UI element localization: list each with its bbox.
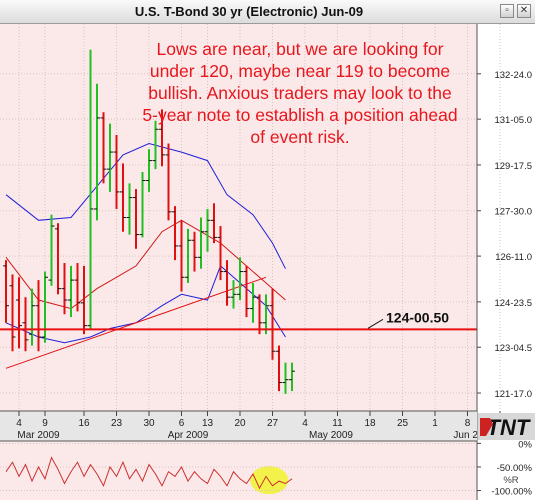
ohlc-bar (48, 214, 55, 286)
ohlc-bar (204, 208, 211, 252)
oscillator-name-label: %R (503, 475, 518, 486)
ohlc-bar (81, 265, 87, 335)
y-tick-label: 121-17.0 (494, 389, 532, 400)
x-tick-label: 25 (397, 418, 409, 429)
window-title: U.S. T-Bond 30 yr (Electronic) Jun-09 (134, 4, 364, 19)
osc-y-tick-label: -50.00% (497, 463, 533, 474)
ohlc-bar (133, 189, 139, 249)
tnt-logo-text: TNT (487, 415, 531, 440)
osc-y-tick-label: 0% (518, 439, 532, 450)
y-tick-label: 124-23.5 (494, 298, 532, 309)
y-tick-label: 123-04.5 (494, 343, 532, 354)
x-tick-label: 8 (465, 418, 471, 429)
x-tick-label: 13 (202, 418, 214, 429)
annotation-line: of event risk. (250, 127, 350, 147)
annotation-text: Lows are near, but we are looking for un… (112, 38, 488, 148)
ohlc-bar (55, 223, 61, 295)
ohlc-bar (243, 265, 250, 318)
ohlc-bar (276, 345, 282, 392)
osc-y-tick-label: -100.00% (491, 487, 532, 498)
close-button[interactable]: ✕ (517, 4, 531, 18)
y-tick-label: 126-11.0 (495, 252, 532, 263)
ohlc-bar (237, 257, 243, 301)
x-tick-label: 30 (143, 418, 155, 429)
ohlc-bar (211, 203, 217, 244)
ohlc-bar (165, 143, 172, 221)
restore-button[interactable]: ▫ (500, 4, 514, 18)
ohlc-bar (146, 149, 152, 192)
level-callout (367, 318, 384, 329)
ohlc-bar (159, 109, 165, 167)
y-tick-label: 131-05.0 (494, 115, 532, 126)
x-tick-label: 18 (364, 418, 376, 429)
ohlc-bar (263, 294, 269, 335)
x-tick-label: 27 (267, 418, 279, 429)
ohlc-bar (29, 288, 35, 346)
ohlc-bar (22, 297, 29, 352)
ohlc-bar (68, 265, 74, 318)
ohlc-bar (256, 294, 263, 335)
x-tick-label: 20 (234, 418, 246, 429)
annotation-line: under 120, maybe near 119 to become (149, 61, 451, 81)
ohlc-bar (282, 362, 289, 394)
x-tick-label: 4 (16, 418, 22, 429)
ohlc-bar (113, 134, 120, 209)
ohlc-bar (289, 362, 295, 392)
ohlc-bar (120, 163, 126, 232)
price-plot-background (0, 24, 477, 411)
y-tick-label: 132-24.0 (494, 70, 532, 81)
x-axis-band (0, 411, 477, 441)
ohlc-bar (230, 280, 237, 309)
x-tick-label: 9 (42, 418, 48, 429)
ohlc-bar (172, 206, 178, 261)
x-tick-label: 23 (111, 418, 123, 429)
tnt-logo: TNT (478, 413, 535, 440)
ohlc-bar (107, 123, 113, 192)
oscillator-plot-background (0, 441, 477, 500)
level-label: 124-00.50 (386, 309, 449, 325)
month-label: May 2009 (309, 430, 353, 441)
month-label: Jun 2009 (453, 430, 495, 441)
ohlc-bar (224, 260, 230, 306)
ohlc-bar (35, 280, 42, 352)
ohlc-bar (16, 277, 22, 349)
ohlc-bar (100, 112, 107, 184)
ohlc-bar (250, 282, 256, 323)
month-label: Apr 2009 (168, 430, 209, 441)
annotation-line: Lows are near, but we are looking for (156, 39, 444, 59)
ohlc-bar (217, 226, 224, 281)
ohlc-bar (94, 83, 100, 221)
ohlc-bar (198, 217, 204, 269)
ohlc-bar (87, 49, 94, 329)
upper-band-line (5, 142, 286, 269)
x-tick-label: 1 (432, 418, 438, 429)
x-tick-label: 6 (179, 418, 185, 429)
oscillator-line (5, 456, 293, 490)
ohlc-bar (191, 231, 198, 272)
ohlc-bar (269, 288, 276, 360)
ohlc-bar (152, 120, 159, 170)
x-tick-label: 11 (332, 418, 343, 429)
annotation-line: bullish. Anxious traders may look to the (148, 83, 452, 103)
x-tick-label: 4 (302, 418, 308, 429)
ohlc-bar (9, 274, 16, 352)
ohlc-bar (3, 260, 9, 323)
trendline (5, 276, 267, 369)
ohlc-bar (178, 220, 185, 292)
y-tick-label: 127-30.0 (494, 207, 532, 218)
x-tick-label: 16 (78, 418, 90, 429)
month-label: Mar 2009 (17, 430, 60, 441)
ohlc-bar (61, 263, 68, 315)
ohlc-bar (126, 183, 133, 235)
ohlc-bar (185, 228, 191, 283)
annotation-line: 5-year note to establish a position ahea… (142, 105, 458, 125)
ohlc-bar (42, 271, 48, 343)
ohlc-bar (139, 171, 146, 238)
y-tick-label: 129-17.5 (494, 161, 532, 172)
window-title-bar: U.S. T-Bond 30 yr (Electronic) Jun-09 ▫ … (0, 0, 535, 24)
ohlc-bar (74, 263, 81, 312)
